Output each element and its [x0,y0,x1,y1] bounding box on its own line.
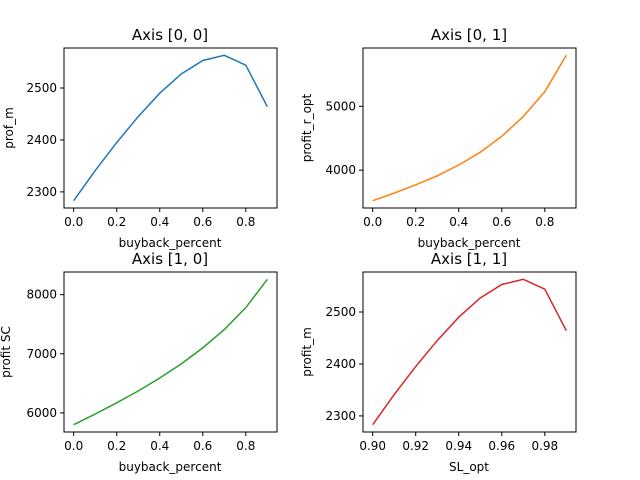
subplot-2-ylabel: profit SC [0,326,13,378]
subplot-2-title: Axis [1, 0] [132,250,208,268]
subplot-0-ylabel: prof_m [2,107,16,149]
subplot-1-title: Axis [0, 1] [431,26,507,44]
subplot-2-ytick-label: 7000 [26,347,57,361]
subplot-2: Axis [1, 0] 0.0 0.2 0.4 0.6 0.8 6000 7000 8000… [0,250,278,474]
subplot-1-xtick-label: 0.6 [492,215,511,229]
subplot-1-series-line [372,54,567,202]
subplot-2-series-line [73,278,268,426]
subplot-3-xtick-label: 0.94 [445,439,472,453]
subplot-3: Axis [1, 1] 0.90 0.92 0.94 0.96 0.98 2300 240… [300,250,577,474]
subplot-2-xticks: 0.0 0.2 0.4 0.6 0.8 [64,432,255,453]
subplot-0-points [73,55,268,201]
subplot-2-xtick-label: 0.2 [107,439,126,453]
subplot-2-ytick-label: 6000 [26,406,57,420]
subplot-2-points [73,279,268,425]
subplot-1-ytick-label: 4000 [325,163,356,177]
subplot-3-points [372,279,567,425]
subplot-1-xticks: 0.0 0.2 0.4 0.6 0.8 [363,208,554,229]
subplot-1-points [372,55,567,201]
subplot-0-xtick-label: 0.2 [107,215,126,229]
subplot-0-xtick-label: 0.4 [150,215,169,229]
subplot-3-xlabel: SL_opt [449,460,489,474]
subplot-3-xtick-label: 0.96 [488,439,515,453]
subplot-0-ytick-label: 2400 [26,133,57,147]
subplot-3-xtick-label: 0.98 [531,439,558,453]
subplot-0-ytick-label: 2500 [26,81,57,95]
subplot-2-xtick-label: 0.6 [193,439,212,453]
subplot-1: Axis [0, 1] 0.0 0.2 0.4 0.6 0.8 4000 5000 buy… [300,26,577,250]
subplot-3-frame [362,271,577,433]
subplot-3-ytick-label: 2400 [325,357,356,371]
subplot-0-yticks: 2300 2400 2500 [26,81,64,199]
subplot-2-ytick-label: 8000 [26,288,57,302]
subplot-1-ytick-label: 5000 [325,99,356,113]
subplot-0-xtick-label: 0.6 [193,215,212,229]
subplot-1-xtick-label: 0.2 [406,215,425,229]
subplot-3-series-line [372,278,567,426]
subplot-3-xtick-label: 0.92 [402,439,429,453]
subplot-0-frame [63,47,278,209]
subplot-0-xticks: 0.0 0.2 0.4 0.6 0.8 [64,208,255,229]
subplot-3-title: Axis [1, 1] [431,250,507,268]
subplot-0-title: Axis [0, 0] [132,26,208,44]
subplot-0: Axis [0, 0] 0.0 0.2 0.4 0.6 0.8 2300 2400 2500… [2,26,278,250]
subplot-0-xtick-label: 0.8 [236,215,255,229]
subplot-1-xlabel: buyback_percent [418,236,521,250]
subplot-0-series-line [73,54,268,202]
subplot-1-ylabel: profit_r_opt [300,93,314,162]
subplot-2-yticks: 6000 7000 8000 [26,288,64,420]
subplot-2-xtick-label: 0.8 [236,439,255,453]
subplot-3-ylabel: profit_m [300,327,314,377]
subplot-2-xlabel: buyback_percent [119,460,222,474]
subplot-1-xtick-label: 0.8 [535,215,554,229]
subplot-1-yticks: 4000 5000 [325,99,363,177]
subplot-0-xlabel: buyback_percent [119,236,222,250]
subplot-2-xtick-label: 0.0 [64,439,83,453]
subplot-2-frame [63,271,278,433]
subplot-3-ytick-label: 2300 [325,409,356,423]
subplot-2-xtick-label: 0.4 [150,439,169,453]
subplot-1-xtick-label: 0.0 [363,215,382,229]
subplot-0-xtick-label: 0.0 [64,215,83,229]
subplot-1-xtick-label: 0.4 [449,215,468,229]
subplot-1-frame [362,47,577,209]
subplot-3-ytick-label: 2500 [325,305,356,319]
subplot-3-yticks: 2300 2400 2500 [325,305,363,423]
subplot-0-ytick-label: 2300 [26,185,57,199]
subplot-3-xtick-label: 0.90 [359,439,386,453]
subplot-3-xticks: 0.90 0.92 0.94 0.96 0.98 [359,432,558,453]
